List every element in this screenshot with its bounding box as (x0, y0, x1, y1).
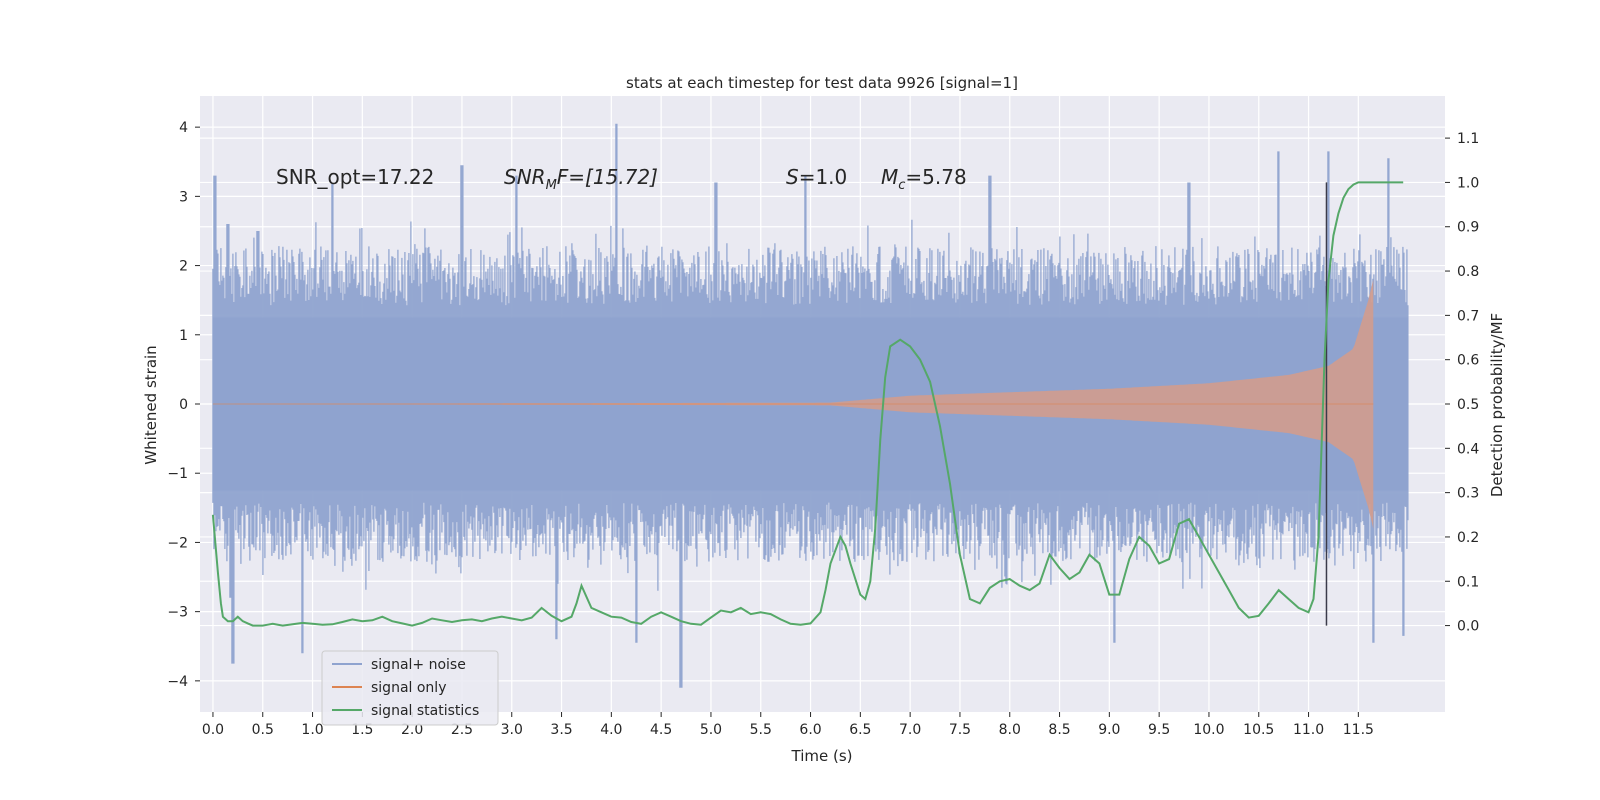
y2-axis-ticks: 0.0 0.1 0.2 0.3 0.4 0.5 0.6 0.7 0.8 0.9 1.0 1.1 (1445, 131, 1479, 635)
signal-statistics-series (211, 181, 1404, 627)
y2-tick-label: 0.9 (1457, 220, 1479, 236)
x-tick-label: 1.5 (351, 722, 373, 738)
y2-tick-label: 1.0 (1457, 175, 1479, 191)
y-axis-label: Whitened strain (142, 345, 160, 464)
annotations: SNR_opt=17.22 SNRMF=[15.72] S=1.0 Mc=5.7… (276, 165, 967, 193)
x-tick-label: 7.5 (949, 722, 971, 738)
annotation-snr-opt: SNR_opt=17.22 (276, 165, 434, 189)
y-tick-label: −2 (167, 535, 188, 551)
x-tick-label: 0.5 (252, 722, 274, 738)
x-tick-label: 1.0 (301, 722, 323, 738)
y-tick-label: −4 (167, 674, 188, 690)
y-axis-ticks: −4 −3 −2 −1 0 1 2 3 4 (167, 120, 200, 690)
x-axis-ticks: 0.0 0.5 1.0 1.5 2.0 2.5 3.0 3.5 4.0 4.5 5.0 5.5 6.0 6… (202, 712, 1374, 738)
x-tick-label: 0.0 (202, 722, 224, 738)
x-tick-label: 10.0 (1193, 722, 1224, 738)
chart-title: stats at each timestep for test data 992… (626, 74, 1018, 92)
x-tick-label: 11.5 (1343, 722, 1374, 738)
x-tick-label: 5.5 (750, 722, 772, 738)
x-axis-label: Time (s) (791, 747, 853, 765)
y2-tick-label: 0.5 (1457, 397, 1479, 413)
y-tick-label: −3 (167, 605, 188, 621)
x-tick-label: 4.5 (650, 722, 672, 738)
signal-only-series (212, 279, 1374, 529)
signal-statistics-line (211, 181, 1404, 627)
y2-tick-label: 0.4 (1457, 441, 1479, 457)
y2-tick-label: 0.3 (1457, 486, 1479, 502)
x-tick-label: 6.0 (799, 722, 821, 738)
annotation-mc: Mc=5.78 (881, 165, 967, 193)
y2-tick-label: 0.0 (1457, 619, 1479, 635)
y2-axis-label: Detection probability/MF (1488, 313, 1506, 497)
x-tick-label: 4.0 (600, 722, 622, 738)
x-tick-label: 3.0 (501, 722, 523, 738)
y2-tick-label: 0.8 (1457, 264, 1479, 280)
x-tick-label: 2.5 (451, 722, 473, 738)
y-tick-label: 4 (179, 120, 188, 136)
legend-box (321, 650, 499, 726)
y-tick-label: 3 (179, 189, 188, 205)
legend-label-signal-statistics: signal statistics (371, 703, 479, 719)
legend: signal+ noise signal only signal statist… (321, 650, 499, 726)
x-tick-label: 7.0 (899, 722, 921, 738)
y2-tick-label: 0.7 (1457, 308, 1479, 324)
y-tick-label: 2 (179, 259, 188, 275)
legend-label-signal-only: signal only (371, 680, 446, 696)
y2-tick-label: 1.1 (1457, 131, 1479, 147)
x-tick-label: 2.0 (401, 722, 423, 738)
x-tick-label: 8.0 (999, 722, 1021, 738)
y2-tick-label: 0.2 (1457, 530, 1479, 546)
annotation-s: S=1.0 (786, 165, 847, 189)
y-tick-label: −1 (167, 466, 188, 482)
x-tick-label: 10.5 (1243, 722, 1274, 738)
x-tick-label: 11.0 (1293, 722, 1324, 738)
x-tick-label: 5.0 (700, 722, 722, 738)
x-tick-label: 3.5 (550, 722, 572, 738)
y-tick-label: 1 (179, 328, 188, 344)
x-tick-label: 9.5 (1148, 722, 1170, 738)
legend-label-signal-noise: signal+ noise (371, 657, 466, 673)
y2-tick-label: 0.6 (1457, 353, 1479, 369)
x-tick-label: 9.0 (1098, 722, 1120, 738)
x-tick-label: 6.5 (849, 722, 871, 738)
y2-tick-label: 0.1 (1457, 574, 1479, 590)
y-tick-label: 0 (179, 397, 188, 413)
x-tick-label: 8.5 (1048, 722, 1070, 738)
annotation-snr-mf: SNRMF=[15.72] (504, 165, 658, 193)
